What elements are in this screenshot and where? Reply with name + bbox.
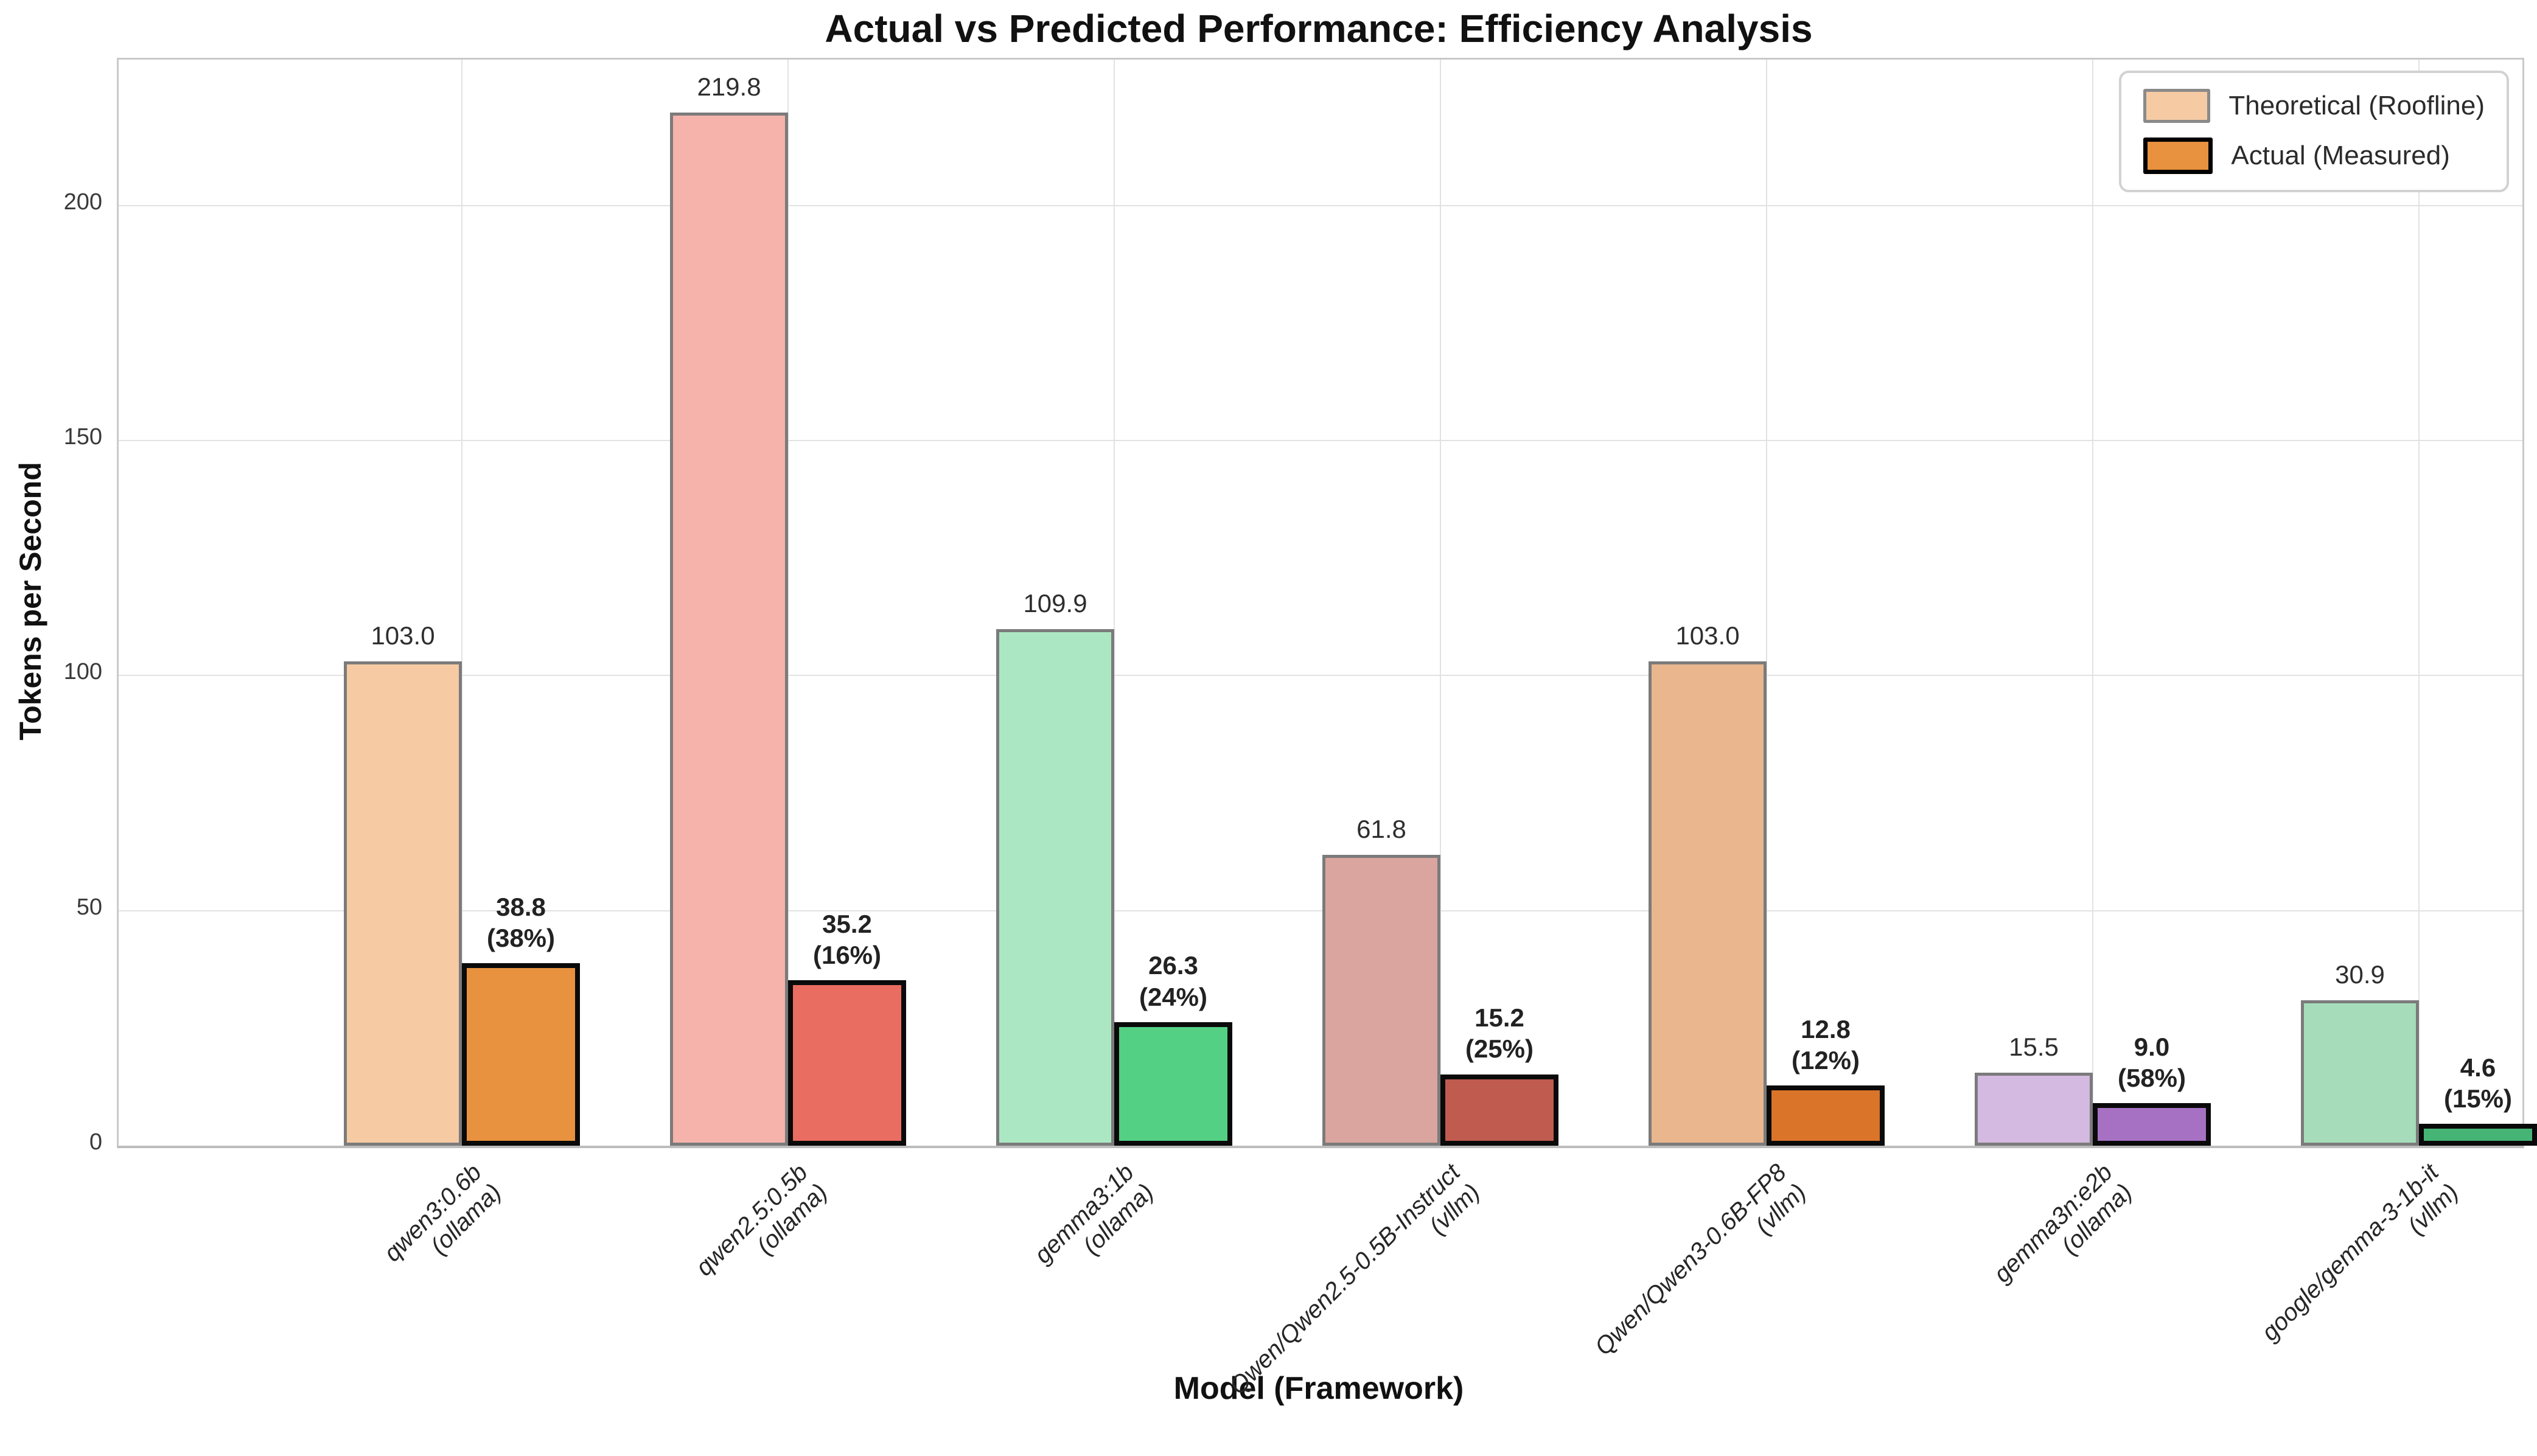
gridline-x-group-5 xyxy=(2092,60,2093,1146)
theoretical-value-label: 103.0 xyxy=(1675,621,1740,650)
gridline-y-150 xyxy=(119,439,2522,441)
bar-theoretical-0 xyxy=(344,661,462,1146)
legend-swatch-actual-icon xyxy=(2143,138,2213,174)
bar-actual-1 xyxy=(788,980,906,1146)
actual-value-label: 38.8 (38%) xyxy=(486,892,556,952)
bar-theoretical-5 xyxy=(1975,1073,2093,1146)
y-axis-label: Tokens per Second xyxy=(13,462,47,740)
bar-theoretical-6 xyxy=(2301,1000,2419,1146)
bar-actual-0 xyxy=(462,963,580,1146)
actual-value-label: 26.3 (24%) xyxy=(1139,951,1208,1011)
bar-actual-3 xyxy=(1440,1074,1558,1146)
gridline-x-group-0 xyxy=(461,60,462,1146)
actual-value-label: 35.2 (16%) xyxy=(812,909,882,969)
y-tick-label: 50 xyxy=(76,894,102,920)
gridline-x-group-1 xyxy=(787,60,789,1146)
theoretical-value-label: 15.5 xyxy=(2009,1033,2059,1062)
actual-value-label: 15.2 (25%) xyxy=(1465,1003,1534,1064)
x-tick-label: gemma3n:e2b (ollama) xyxy=(1988,1158,2138,1288)
y-tick-label: 100 xyxy=(63,659,102,685)
legend: Theoretical (Roofline) Actual (Measured) xyxy=(2119,71,2509,192)
x-tick-label: Qwen/Qwen2.5-0.5B-Instruct (vllm) xyxy=(1224,1158,1485,1400)
bar-theoretical-1 xyxy=(670,112,788,1146)
bar-theoretical-2 xyxy=(996,629,1114,1146)
bar-theoretical-3 xyxy=(1322,855,1440,1146)
legend-swatch-theoretical-icon xyxy=(2143,89,2211,123)
gridline-x-group-6 xyxy=(2418,60,2420,1146)
x-tick-label: qwen2.5:0.5b (ollama) xyxy=(690,1158,833,1281)
gridline-x-group-3 xyxy=(1440,60,1441,1146)
gridline-y-100 xyxy=(119,675,2522,677)
y-tick-label: 0 xyxy=(89,1129,102,1155)
actual-value-label: 4.6 (15%) xyxy=(2443,1053,2513,1113)
legend-item-theoretical: Theoretical (Roofline) xyxy=(2143,89,2485,123)
legend-label-actual: Actual (Measured) xyxy=(2231,141,2450,170)
actual-value-label: 12.8 (12%) xyxy=(1791,1014,1860,1075)
plot-area: Theoretical (Roofline) Actual (Measured)… xyxy=(117,58,2537,1148)
x-tick-label: qwen3:0.6b (ollama) xyxy=(379,1158,507,1267)
gridline-x-group-2 xyxy=(1114,60,1115,1146)
actual-value-label: 9.0 (58%) xyxy=(2117,1033,2186,1093)
legend-label-theoretical: Theoretical (Roofline) xyxy=(2228,91,2485,120)
x-tick-label: gemma3:1b (ollama) xyxy=(1029,1158,1159,1269)
bar-actual-5 xyxy=(2093,1103,2211,1146)
theoretical-value-label: 109.9 xyxy=(1023,588,1087,618)
gridline-y-200 xyxy=(119,204,2522,206)
bar-actual-2 xyxy=(1114,1022,1232,1146)
bar-theoretical-4 xyxy=(1649,661,1767,1146)
bar-actual-6 xyxy=(2419,1124,2537,1146)
theoretical-value-label: 30.9 xyxy=(2335,960,2385,989)
theoretical-value-label: 103.0 xyxy=(371,621,435,650)
gridline-y-50 xyxy=(119,910,2522,911)
bar-actual-4 xyxy=(1767,1085,1885,1146)
chart-title: Actual vs Predicted Performance: Efficie… xyxy=(825,7,1813,51)
x-tick-label: google/gemma-3-1b-it (vllm) xyxy=(2256,1158,2464,1346)
theoretical-value-label: 61.8 xyxy=(1356,815,1406,844)
theoretical-value-label: 219.8 xyxy=(697,72,761,101)
x-tick-label: Qwen/Qwen3-0.6B-FP8 (vllm) xyxy=(1590,1158,1812,1361)
x-axis-label: Model (Framework) xyxy=(1173,1371,1464,1406)
gridline-x-group-4 xyxy=(1766,60,1767,1146)
y-tick-label: 150 xyxy=(63,423,102,450)
y-tick-label: 200 xyxy=(63,189,102,215)
legend-item-actual: Actual (Measured) xyxy=(2143,138,2485,174)
